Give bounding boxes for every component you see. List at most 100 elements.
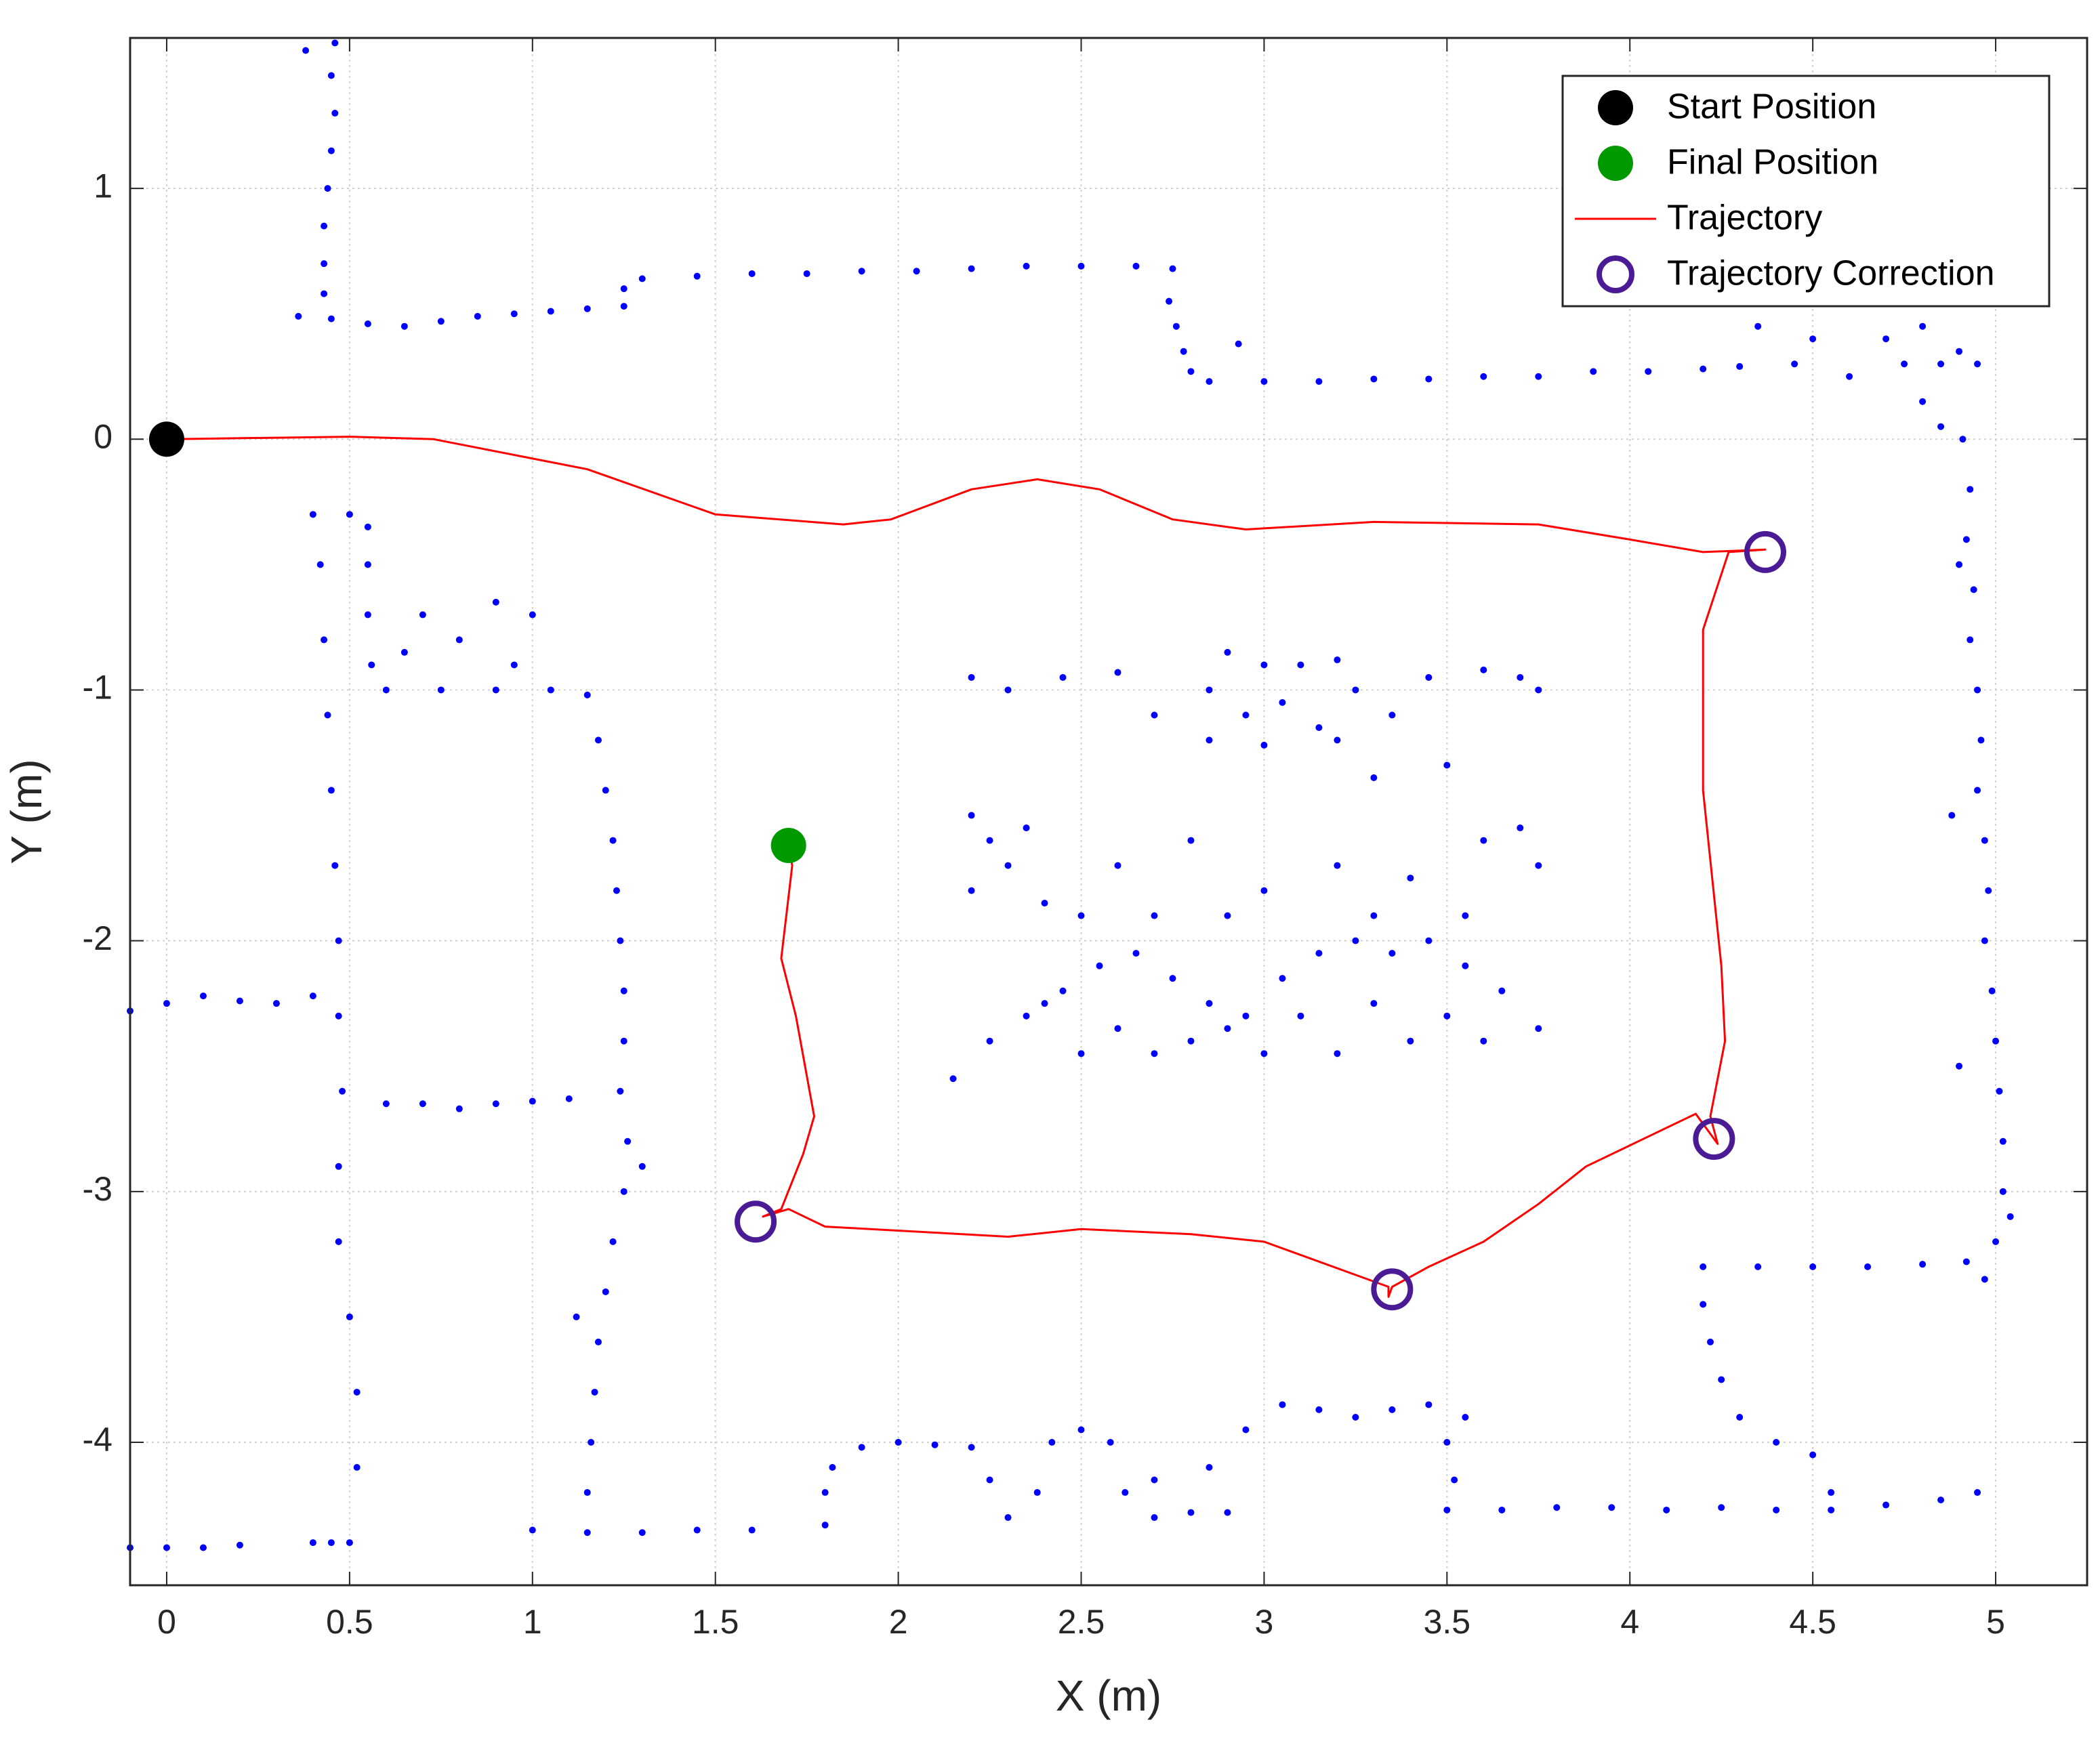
- legend-label: Final Position: [1667, 143, 1878, 182]
- map-point: [1059, 673, 1067, 681]
- map-point: [1480, 666, 1487, 673]
- map-point: [1279, 1401, 1286, 1408]
- map-point: [335, 1238, 342, 1245]
- correction-marker: [735, 1200, 777, 1243]
- map-point: [1352, 937, 1359, 944]
- map-point: [1999, 1137, 2006, 1145]
- map-point: [1260, 887, 1268, 894]
- map-point: [1700, 365, 1707, 373]
- map-point: [894, 1438, 902, 1446]
- map-point: [1480, 837, 1487, 844]
- map-point: [1443, 1506, 1451, 1513]
- map-point: [1535, 686, 1542, 694]
- map-point: [1370, 375, 1378, 383]
- map-point: [1809, 1263, 1817, 1270]
- map-point: [1956, 1062, 1963, 1070]
- map-point: [1151, 1050, 1158, 1058]
- map-point: [1948, 812, 1956, 819]
- map-point: [1498, 987, 1506, 995]
- map-point: [1517, 673, 1524, 681]
- map-point: [1999, 1188, 2006, 1195]
- map-point: [617, 937, 624, 944]
- map-point: [1041, 900, 1048, 907]
- map-point: [1443, 761, 1451, 769]
- map-point: [309, 511, 316, 518]
- map-point: [1706, 1338, 1714, 1345]
- map-point: [583, 691, 591, 698]
- map-point: [1352, 1413, 1359, 1421]
- map-point: [638, 1163, 646, 1170]
- map-point: [1242, 1426, 1250, 1433]
- map-point: [1407, 875, 1414, 882]
- map-point: [1180, 348, 1187, 355]
- map-point: [1773, 1506, 1780, 1513]
- map-point: [1864, 1263, 1872, 1270]
- map-point: [1370, 1000, 1378, 1007]
- map-point: [510, 661, 518, 669]
- map-point: [492, 598, 499, 606]
- map-point: [1959, 436, 1967, 443]
- map-point: [1242, 1012, 1250, 1020]
- map-point: [1121, 1489, 1129, 1497]
- map-point: [1077, 1050, 1085, 1058]
- map-point: [583, 1529, 591, 1536]
- map-point: [339, 1087, 346, 1095]
- map-point: [295, 312, 302, 320]
- map-point: [1260, 378, 1268, 385]
- map-point: [335, 1163, 342, 1170]
- x-tick-label: 1.5: [692, 1603, 739, 1641]
- x-tick-label: 0: [157, 1603, 176, 1641]
- x-tick-label: 3: [1255, 1603, 1274, 1641]
- map-point: [1132, 262, 1140, 270]
- map-point: [1166, 297, 1173, 305]
- map-point: [327, 315, 335, 322]
- map-point: [1187, 1037, 1195, 1045]
- map-point: [547, 308, 554, 315]
- map-point: [1443, 1012, 1451, 1020]
- map-point: [1535, 1025, 1542, 1032]
- map-point: [968, 265, 975, 272]
- trajectory-line: [166, 436, 1767, 1298]
- map-point: [1033, 1489, 1041, 1497]
- map-point: [968, 1444, 975, 1451]
- map-point: [529, 1097, 536, 1105]
- map-point: [986, 1037, 993, 1045]
- map-point: [1114, 1025, 1121, 1032]
- y-tick-label: 1: [94, 167, 112, 205]
- map-point: [400, 322, 408, 330]
- map-point: [1187, 837, 1195, 844]
- map-point: [1297, 661, 1304, 669]
- map-point: [1498, 1506, 1506, 1513]
- map-point: [617, 1087, 624, 1095]
- map-point: [236, 1541, 243, 1549]
- map-point: [1480, 373, 1487, 380]
- x-tick-label: 0.5: [326, 1603, 373, 1641]
- map-point: [1279, 698, 1286, 706]
- map-point: [1882, 1501, 1890, 1509]
- map-point: [1773, 1438, 1780, 1446]
- map-point: [331, 862, 339, 869]
- map-point: [1718, 1504, 1725, 1511]
- map-point: [1315, 950, 1323, 957]
- map-point: [588, 1438, 595, 1446]
- map-point: [1480, 1037, 1487, 1045]
- map-point: [602, 1288, 609, 1295]
- map-point: [1981, 837, 1988, 844]
- plot-area: [127, 39, 2014, 1551]
- map-point: [1992, 1037, 2000, 1045]
- map-point: [335, 937, 342, 944]
- map-point: [1279, 975, 1286, 982]
- map-point: [968, 673, 975, 681]
- map-point: [1023, 824, 1030, 832]
- map-point: [455, 636, 463, 644]
- map-point: [1700, 1263, 1707, 1270]
- x-tick-label: 2.5: [1058, 1603, 1105, 1641]
- map-point: [335, 1012, 342, 1020]
- y-tick-label: 0: [94, 417, 112, 455]
- map-point: [492, 686, 499, 694]
- x-axis-label: X (m): [1056, 1671, 1161, 1720]
- map-point: [1462, 912, 1469, 919]
- map-point: [474, 312, 481, 320]
- map-point: [1224, 912, 1231, 919]
- map-point: [364, 320, 371, 328]
